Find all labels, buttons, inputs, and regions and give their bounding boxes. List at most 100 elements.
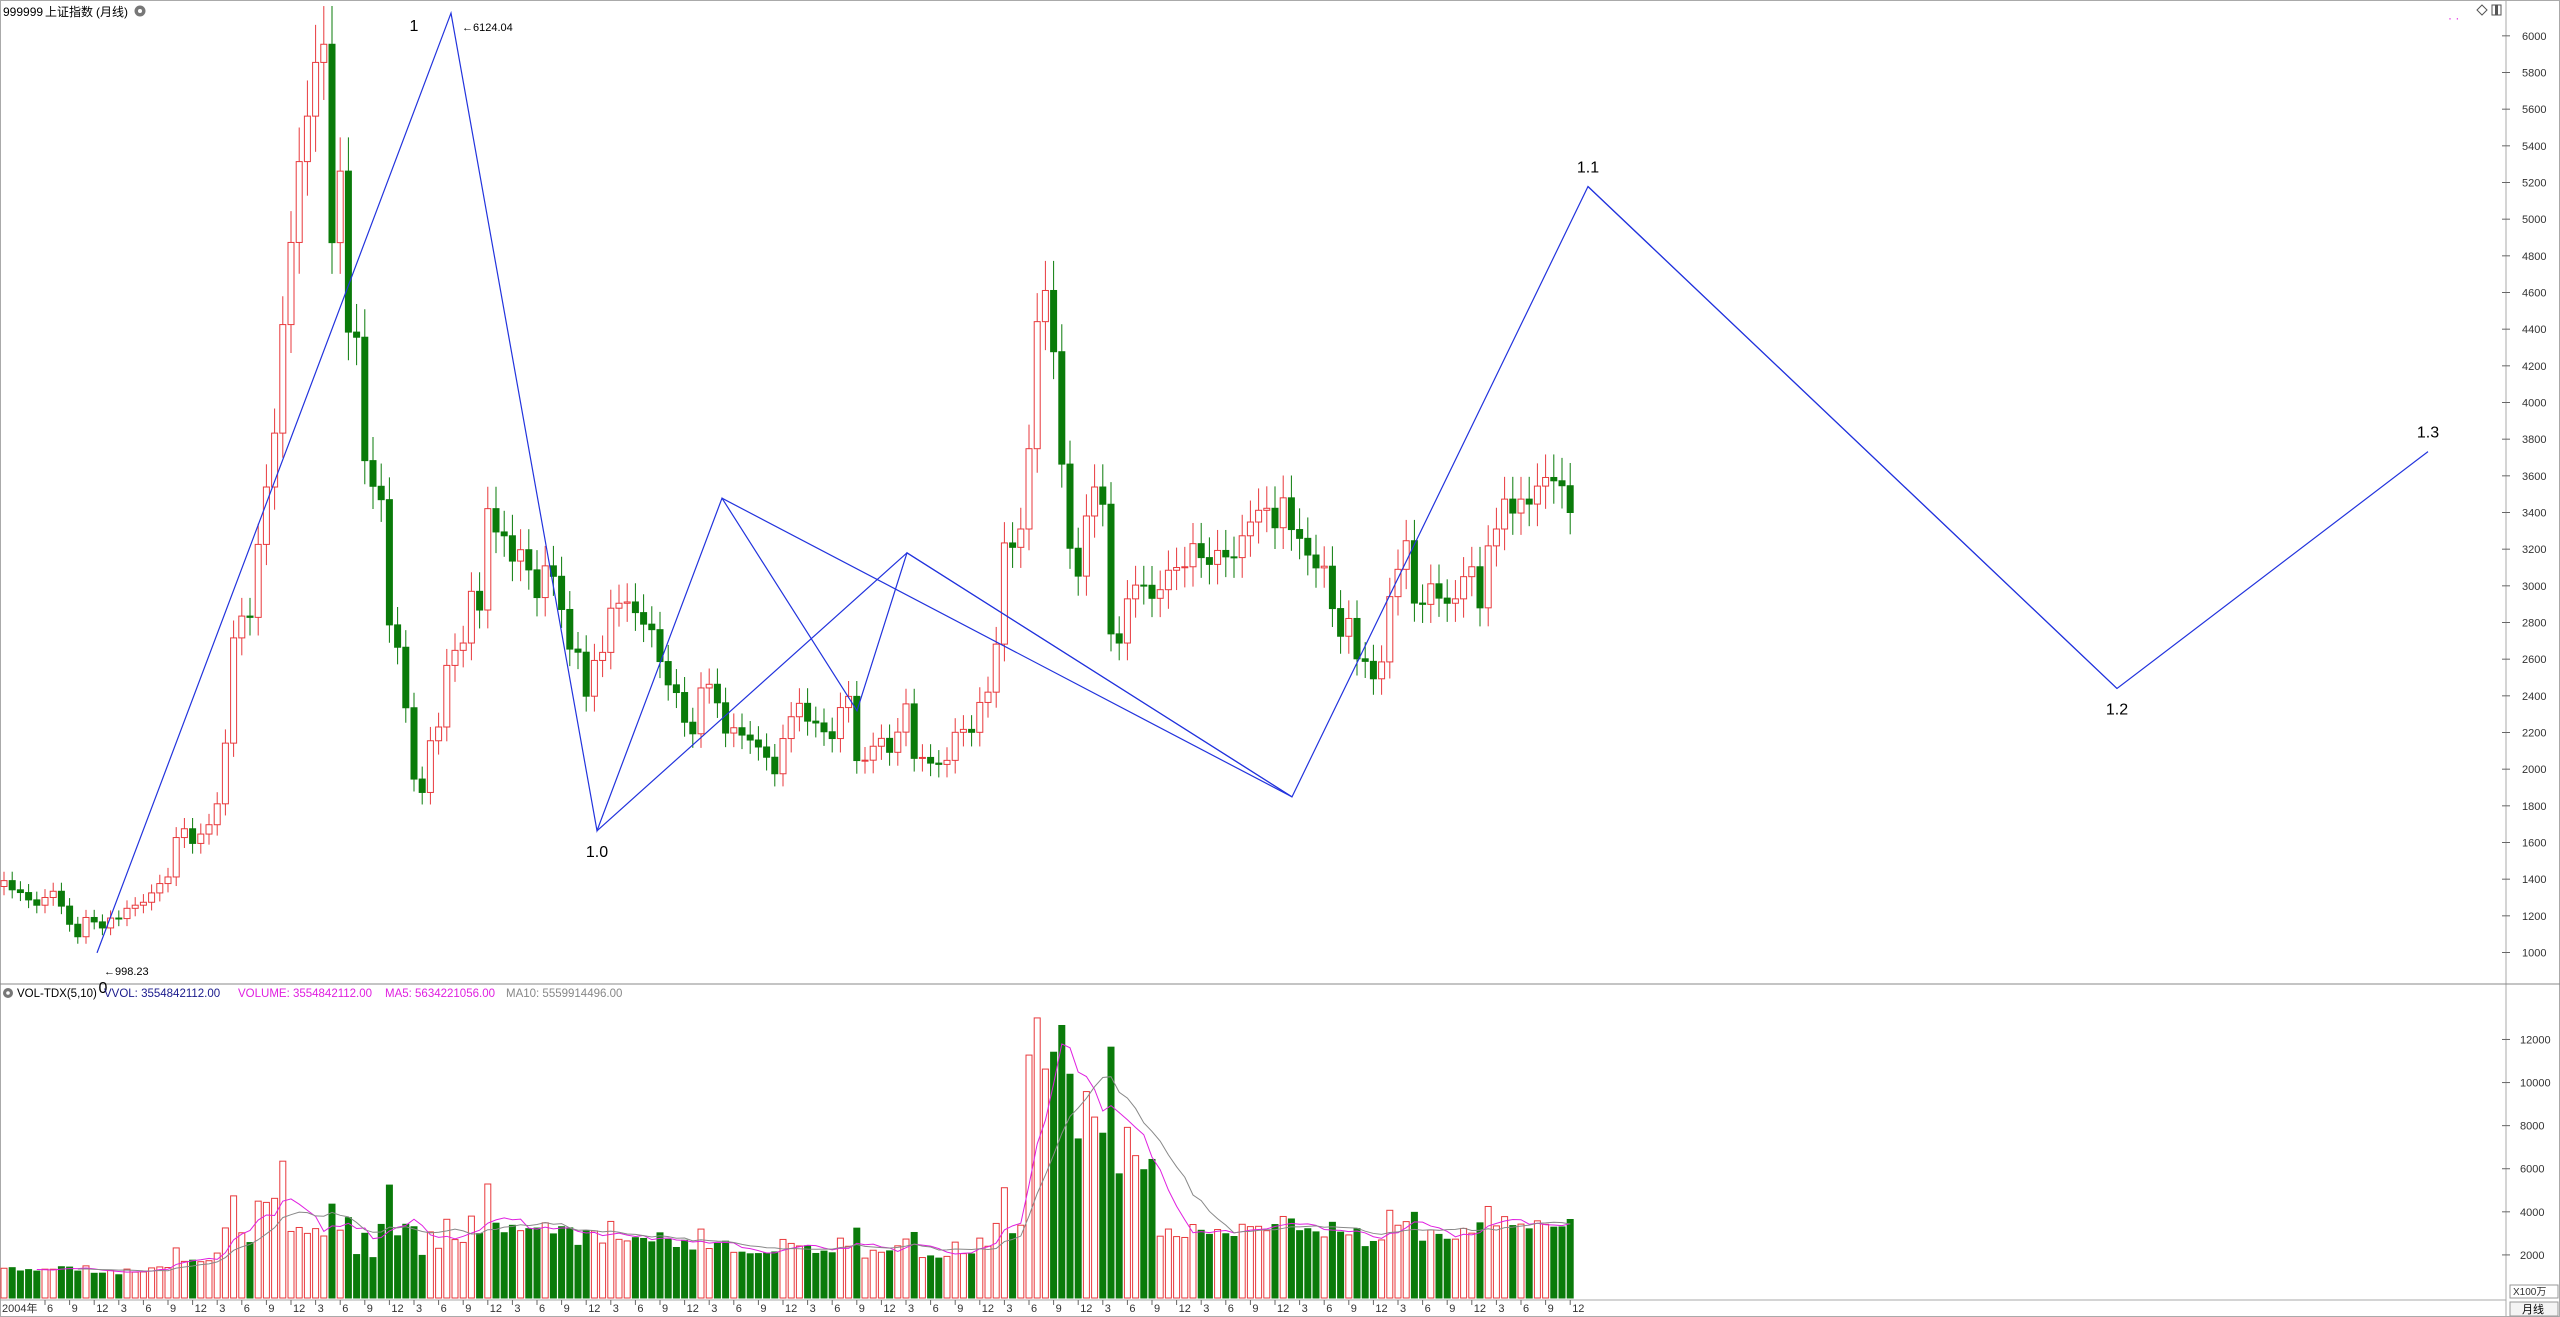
candle-body bbox=[8, 880, 16, 891]
candle-body bbox=[1000, 542, 1008, 645]
volume-bar bbox=[1402, 1221, 1410, 1299]
candle-body bbox=[672, 684, 680, 694]
candle-body bbox=[968, 728, 976, 733]
candle-body bbox=[951, 731, 959, 761]
candle-body bbox=[205, 824, 213, 835]
volume-bar bbox=[861, 1257, 869, 1299]
volume-bar bbox=[853, 1227, 861, 1299]
chart-period: (月线) bbox=[96, 5, 128, 19]
volume-bar bbox=[804, 1245, 812, 1299]
candle-body bbox=[1123, 598, 1131, 644]
time-tick-label: 9 bbox=[367, 1303, 373, 1315]
candle-body bbox=[0, 880, 8, 888]
volume-bar bbox=[1238, 1223, 1246, 1299]
candle-body bbox=[1050, 289, 1058, 353]
candle-body bbox=[295, 161, 303, 243]
candle-body bbox=[754, 739, 762, 748]
vol-tick-label: 10000 bbox=[2520, 1078, 2551, 1090]
wave-label: 1.1 bbox=[1577, 160, 1599, 177]
volume-bar bbox=[877, 1251, 885, 1299]
volume-bar bbox=[910, 1231, 918, 1299]
candle-body bbox=[1378, 661, 1386, 680]
time-tick-label: 9 bbox=[170, 1303, 176, 1315]
volume-bar bbox=[1451, 1238, 1459, 1299]
volume-bar bbox=[959, 1253, 967, 1299]
wave-label: 1.0 bbox=[586, 844, 608, 861]
volume-bar bbox=[328, 1203, 336, 1299]
vol-gear-icon[interactable] bbox=[3, 988, 13, 998]
candle-body bbox=[467, 590, 475, 644]
candle-body bbox=[1443, 597, 1451, 604]
candle-body bbox=[459, 642, 467, 651]
volume-bar bbox=[1287, 1218, 1295, 1299]
volume-bar bbox=[623, 1240, 631, 1299]
candle-body bbox=[959, 728, 967, 733]
time-tick-label: 3 bbox=[1498, 1303, 1504, 1315]
candle-body bbox=[820, 722, 828, 733]
volume-bar bbox=[1222, 1233, 1230, 1299]
candle-body bbox=[1550, 476, 1558, 482]
period-button[interactable]: 月线 bbox=[2522, 1302, 2544, 1316]
price-tick-label: 3800 bbox=[2522, 434, 2546, 446]
candle-body bbox=[98, 921, 106, 929]
time-tick-label: 3 bbox=[810, 1303, 816, 1315]
volume-bar bbox=[779, 1238, 787, 1299]
volume-bar bbox=[722, 1240, 730, 1299]
volume-bar bbox=[582, 1230, 590, 1299]
price-tick-label: 4200 bbox=[2522, 361, 2546, 373]
restore-icon[interactable] bbox=[2491, 4, 2502, 16]
price-tick-label: 2400 bbox=[2522, 691, 2546, 703]
candle-body bbox=[1279, 497, 1287, 529]
volume-bar bbox=[57, 1266, 65, 1299]
volume-bar bbox=[1123, 1126, 1131, 1299]
candle-body bbox=[164, 876, 172, 885]
price-tick-label: 5800 bbox=[2522, 68, 2546, 80]
volume-bar bbox=[738, 1251, 746, 1299]
time-tick-label: 6 bbox=[834, 1303, 840, 1315]
volume-bar bbox=[1181, 1236, 1189, 1299]
price-tick-label: 4800 bbox=[2522, 251, 2546, 263]
gear-icon[interactable] bbox=[134, 5, 146, 17]
candle-body bbox=[254, 543, 262, 618]
volume-bar bbox=[262, 1201, 270, 1299]
volume-bar bbox=[1304, 1228, 1312, 1299]
candle-body bbox=[271, 432, 279, 488]
price-tick-label: 1800 bbox=[2522, 801, 2546, 813]
volume-bar bbox=[1230, 1236, 1238, 1299]
volume-axis: 2000 4000 6000 8000 10000 12000 bbox=[2502, 1034, 2551, 1262]
candle-body bbox=[1287, 497, 1295, 531]
time-tick-label: 6 bbox=[1129, 1303, 1135, 1315]
vol-tick-label: 12000 bbox=[2520, 1034, 2551, 1046]
volume-bar bbox=[320, 1235, 328, 1299]
time-tick-label: 6 bbox=[1425, 1303, 1431, 1315]
candle-body bbox=[918, 756, 926, 759]
volume-bar bbox=[1189, 1224, 1197, 1299]
volume-bar bbox=[1246, 1226, 1254, 1299]
candle-body bbox=[410, 707, 418, 780]
candle-body bbox=[1312, 554, 1320, 569]
candle-body bbox=[533, 569, 541, 599]
time-tick-label: 9 bbox=[1548, 1303, 1554, 1315]
price-tick-label: 4600 bbox=[2522, 288, 2546, 300]
wave-line-channel bbox=[721, 497, 1293, 798]
volume-bar bbox=[984, 1245, 992, 1299]
candle-body bbox=[705, 683, 713, 689]
candle-body bbox=[681, 692, 689, 723]
volume-bar bbox=[16, 1270, 24, 1299]
period-button-box[interactable] bbox=[2509, 1301, 2559, 1317]
volume-bar bbox=[648, 1241, 656, 1299]
diamond-icon[interactable] bbox=[2476, 4, 2488, 16]
candle-body bbox=[615, 602, 623, 609]
time-tick-label: 6 bbox=[1031, 1303, 1037, 1315]
candle-body bbox=[1361, 658, 1369, 662]
candle-body bbox=[492, 508, 500, 533]
volume-bar bbox=[74, 1270, 82, 1299]
candle-body bbox=[738, 727, 746, 736]
candle-body bbox=[566, 608, 574, 650]
candle-body bbox=[1460, 576, 1468, 600]
candle-body bbox=[1205, 557, 1213, 565]
candle-body bbox=[25, 892, 33, 901]
volume-bar bbox=[1353, 1228, 1361, 1299]
price-tick-label: 4400 bbox=[2522, 324, 2546, 336]
